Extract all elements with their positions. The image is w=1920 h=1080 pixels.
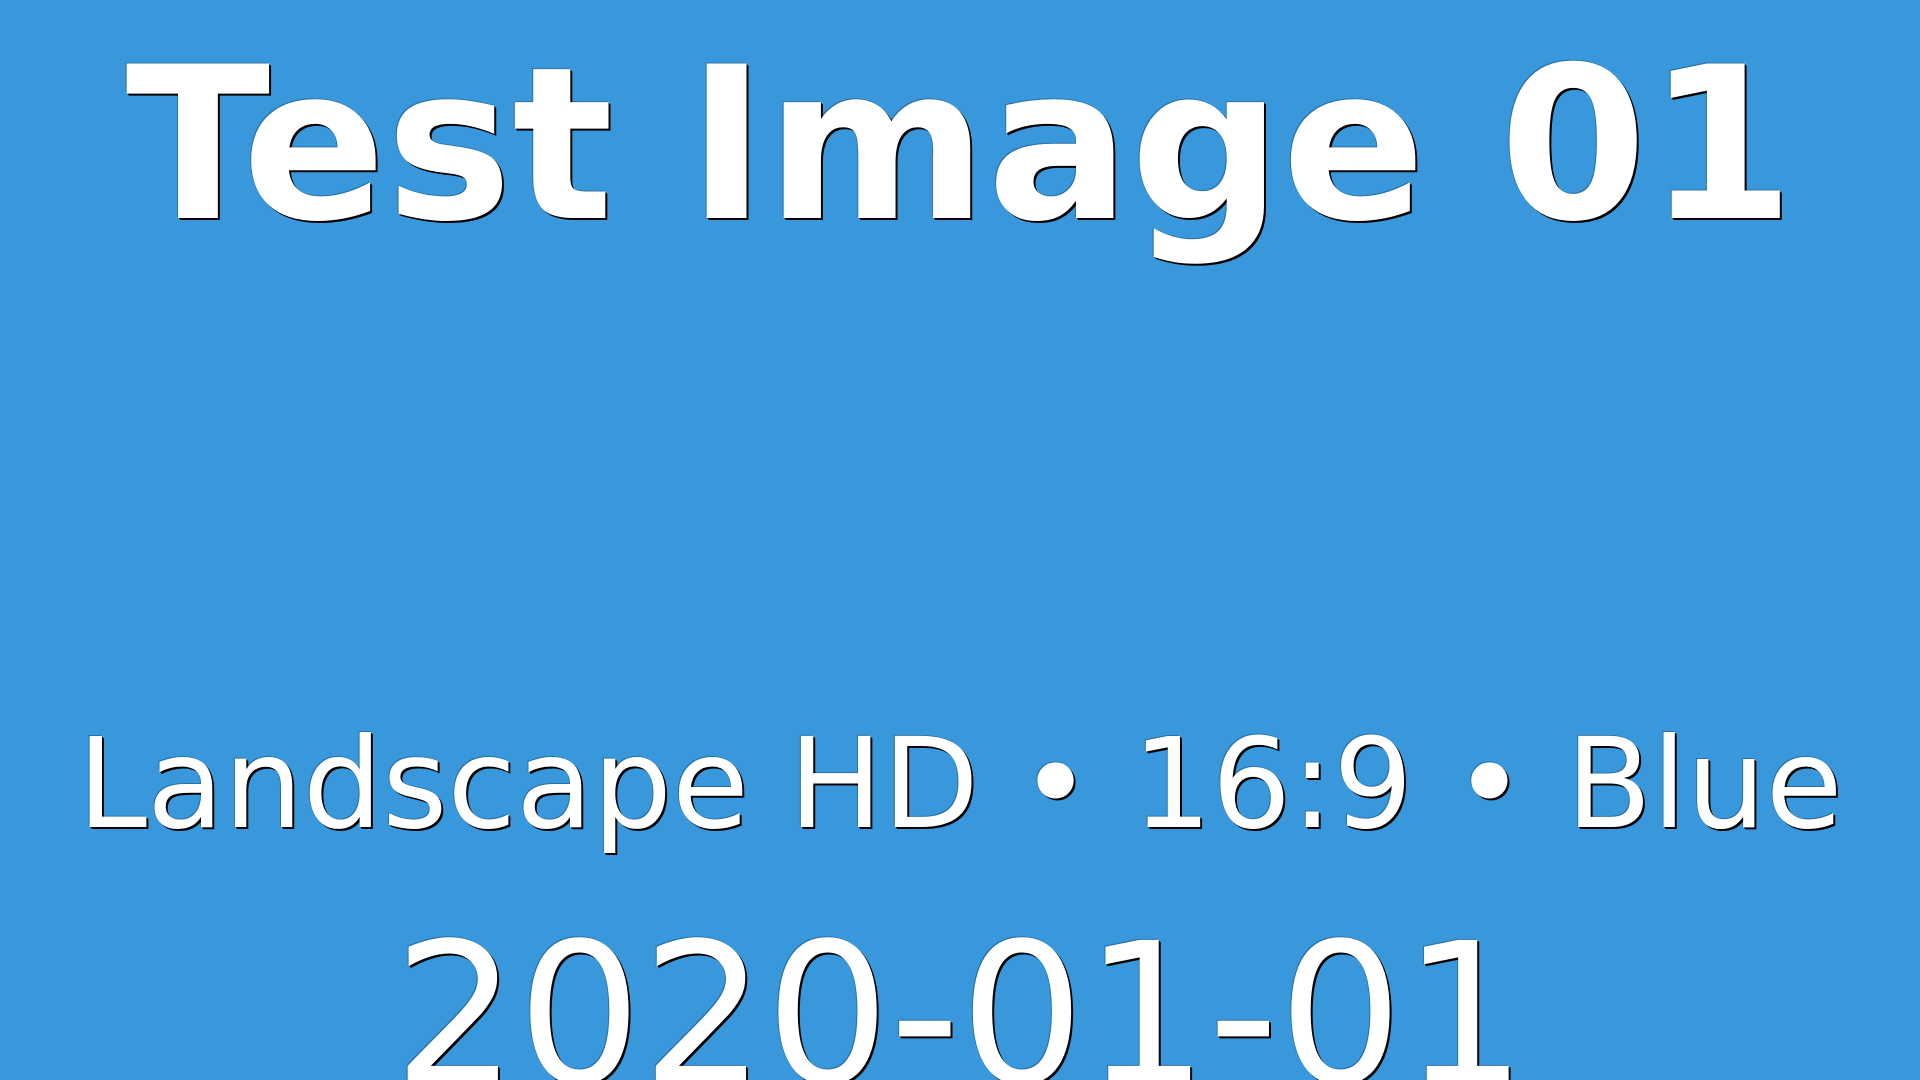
image-title: Test Image 01 [125, 21, 1795, 268]
image-subtitle: Landscape HD • 16:9 • Blue [77, 712, 1843, 857]
image-date: 2020-01-01 [393, 901, 1527, 1080]
